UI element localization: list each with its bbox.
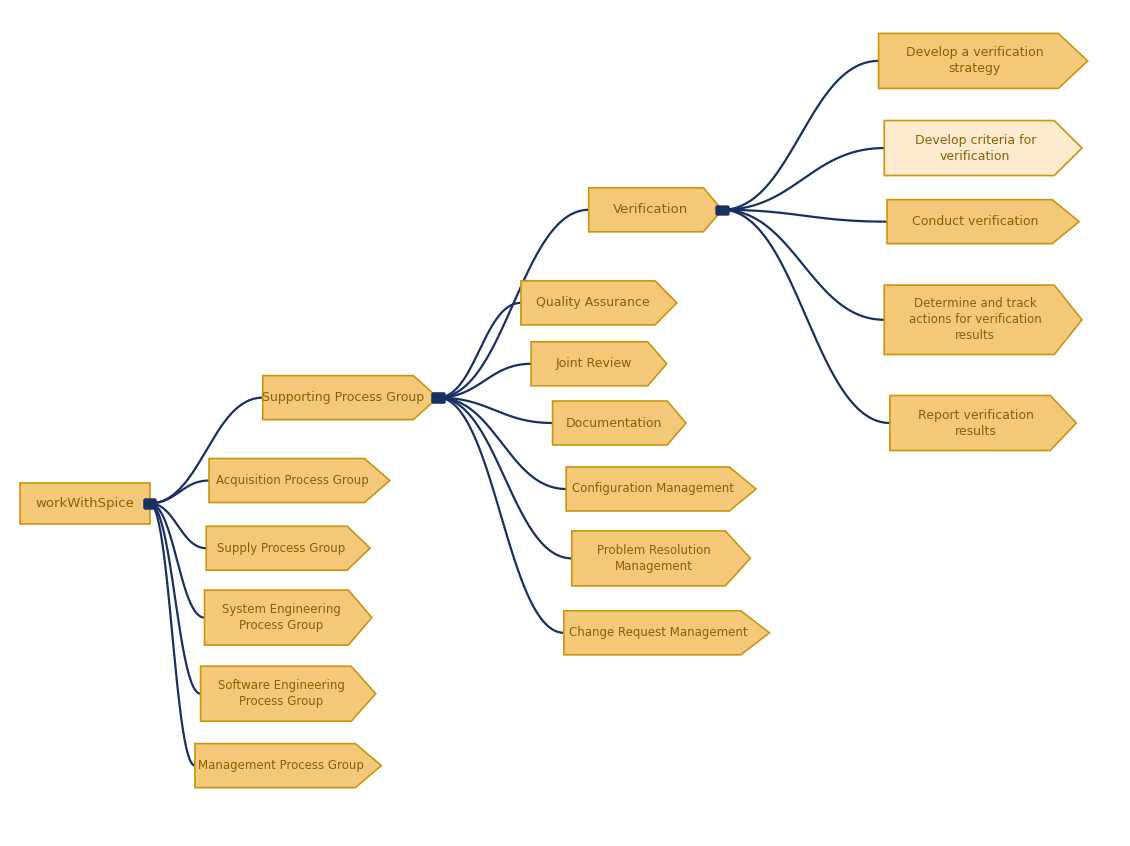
Text: Conduct verification: Conduct verification — [912, 215, 1038, 228]
Text: Supporting Process Group: Supporting Process Group — [262, 391, 425, 404]
Polygon shape — [194, 744, 382, 788]
Bar — [716, 206, 728, 214]
Text: Develop criteria for
verification: Develop criteria for verification — [914, 134, 1036, 162]
Polygon shape — [201, 667, 375, 721]
Text: Develop a verification
strategy: Develop a verification strategy — [906, 47, 1043, 75]
Polygon shape — [19, 483, 149, 524]
Bar — [144, 499, 156, 508]
Polygon shape — [879, 34, 1087, 88]
Text: Joint Review: Joint Review — [555, 357, 632, 371]
Text: System Engineering
Process Group: System Engineering Process Group — [221, 603, 341, 632]
Bar — [432, 393, 443, 402]
Text: Quality Assurance: Quality Assurance — [536, 296, 650, 310]
Text: Verification: Verification — [612, 203, 688, 217]
Bar — [716, 206, 728, 214]
Bar — [432, 393, 443, 402]
Polygon shape — [884, 121, 1081, 176]
Bar — [144, 499, 156, 508]
Bar — [432, 393, 443, 402]
Polygon shape — [890, 396, 1076, 450]
Bar — [432, 393, 443, 402]
Polygon shape — [553, 401, 686, 445]
Text: Configuration Management: Configuration Management — [573, 482, 734, 496]
Text: Determine and track
actions for verification
results: Determine and track actions for verifica… — [909, 297, 1042, 343]
Polygon shape — [262, 376, 438, 420]
Bar — [432, 393, 443, 402]
Polygon shape — [572, 531, 750, 585]
Polygon shape — [564, 611, 770, 655]
Text: Report verification
results: Report verification results — [918, 409, 1034, 437]
Text: Change Request Management: Change Request Management — [570, 626, 748, 640]
Bar — [432, 393, 443, 402]
Text: Supply Process Group: Supply Process Group — [217, 541, 346, 555]
Bar — [144, 499, 156, 508]
Text: Documentation: Documentation — [566, 416, 662, 430]
Polygon shape — [884, 285, 1081, 354]
Bar — [716, 206, 728, 214]
Bar — [716, 206, 728, 214]
Text: workWithSpice: workWithSpice — [35, 497, 134, 510]
Text: Problem Resolution
Management: Problem Resolution Management — [597, 544, 711, 573]
Polygon shape — [521, 281, 677, 325]
Polygon shape — [887, 200, 1079, 244]
Polygon shape — [566, 467, 756, 511]
Polygon shape — [206, 526, 370, 570]
Bar — [144, 499, 156, 508]
Bar — [144, 499, 156, 508]
Polygon shape — [531, 342, 667, 386]
Text: Acquisition Process Group: Acquisition Process Group — [216, 474, 368, 487]
Text: Management Process Group: Management Process Group — [198, 759, 364, 772]
Bar — [144, 499, 156, 508]
Bar — [716, 206, 728, 214]
Polygon shape — [589, 188, 722, 232]
Polygon shape — [205, 591, 372, 645]
Text: Software Engineering
Process Group: Software Engineering Process Group — [218, 679, 345, 708]
Bar — [432, 393, 443, 402]
Polygon shape — [209, 459, 390, 503]
